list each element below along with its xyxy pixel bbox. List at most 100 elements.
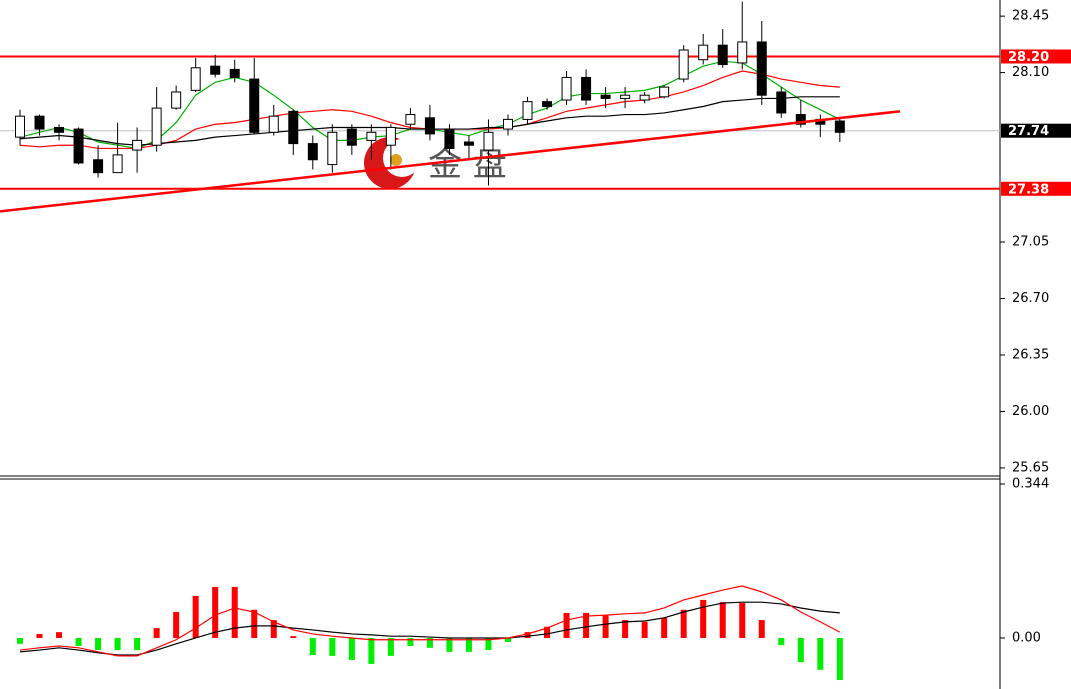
histogram-bar <box>173 612 180 638</box>
histogram-bar <box>485 637 492 651</box>
y-tick-label: 0.00 <box>1012 630 1041 645</box>
price-label-box <box>1001 49 1071 64</box>
candle-body <box>678 49 689 80</box>
candle-body <box>659 86 670 98</box>
histogram-bar <box>583 612 590 638</box>
candle-body <box>503 118 513 130</box>
candle-body <box>190 67 201 91</box>
candle-body <box>73 128 84 164</box>
indicator-line <box>19 585 841 657</box>
candle-body <box>483 131 494 151</box>
candle-body <box>737 41 748 64</box>
histogram-bar <box>192 595 199 638</box>
histogram-bar <box>212 586 219 638</box>
candle-body <box>698 44 709 61</box>
histogram-bar <box>407 637 414 647</box>
histogram-bar <box>95 637 102 651</box>
y-tick-label: 25.65 <box>1012 460 1049 475</box>
candle-body <box>151 107 162 146</box>
histogram-bar <box>153 628 160 638</box>
watermark: 金 盘 <box>428 145 507 185</box>
histogram-bar <box>641 621 648 638</box>
candle-body <box>405 114 416 125</box>
price-label: 27.38 <box>1008 182 1049 197</box>
histogram-bar <box>329 637 336 656</box>
histogram-bar <box>836 637 843 681</box>
histogram-bar <box>368 637 375 664</box>
histogram-bar <box>739 603 746 638</box>
histogram-bar <box>231 586 238 638</box>
histogram-bar <box>134 637 141 651</box>
histogram-bar <box>622 620 629 638</box>
candle-body <box>424 117 435 135</box>
candle-body <box>112 154 123 174</box>
y-tick-label: 26.35 <box>1012 347 1049 362</box>
price-label-box <box>1001 123 1071 138</box>
histogram-bar <box>348 637 355 660</box>
y-tick-label: 0.344 <box>1012 477 1049 492</box>
candle-body <box>522 101 533 120</box>
candle-body <box>620 94 631 99</box>
candle-body <box>171 91 182 109</box>
histogram-bar <box>602 615 609 638</box>
histogram-bar <box>661 617 668 638</box>
histogram-bar <box>524 632 531 638</box>
candle-body <box>542 101 553 107</box>
candle-body <box>210 65 221 75</box>
histogram-bar <box>270 620 277 638</box>
candle-body <box>346 128 357 146</box>
histogram-bar <box>387 637 394 656</box>
candle-body <box>249 78 260 133</box>
candle-body <box>54 126 65 133</box>
histogram-bar <box>778 637 785 646</box>
histogram-bar <box>17 637 23 644</box>
candle-body <box>132 139 143 151</box>
histogram-bar <box>446 637 453 652</box>
histogram-bar <box>505 637 511 643</box>
price-label-box <box>1001 181 1071 196</box>
candle-body <box>581 76 592 101</box>
histogram-bar <box>700 599 707 638</box>
histogram-bar <box>680 609 687 638</box>
candle-body <box>776 91 787 114</box>
candle-body <box>34 115 45 130</box>
candle-body <box>93 159 104 174</box>
candle-body <box>268 115 279 133</box>
candle-body <box>463 141 474 146</box>
histogram-bar <box>544 626 551 638</box>
candle-body <box>307 143 318 161</box>
histogram-bar <box>797 637 804 663</box>
y-tick-label: 26.70 <box>1012 291 1049 306</box>
histogram-bar <box>309 637 316 655</box>
candle-body <box>834 120 845 133</box>
candle-body <box>561 76 572 101</box>
y-tick-label: 27.05 <box>1012 235 1049 250</box>
histogram-bar <box>817 637 824 670</box>
candle-body <box>15 115 25 138</box>
y-tick-label: 26.00 <box>1012 404 1049 419</box>
price-label: 28.20 <box>1008 50 1049 65</box>
candle-body <box>229 68 240 78</box>
candle-body <box>600 94 611 99</box>
histogram-bar <box>758 620 765 638</box>
histogram-bar <box>426 637 433 648</box>
candle-body <box>717 44 728 66</box>
y-tick-label: 28.45 <box>1012 9 1049 24</box>
histogram-bar <box>465 637 472 652</box>
histogram-bar <box>75 637 82 647</box>
candle-body <box>288 110 299 145</box>
histogram-bar <box>563 612 570 638</box>
price-label: 27.74 <box>1008 124 1049 139</box>
histogram-bar <box>290 636 297 638</box>
trendline <box>0 110 901 213</box>
indicator-line <box>19 601 840 656</box>
candle-body <box>795 114 806 125</box>
histogram-bar <box>719 602 726 638</box>
histogram-bar <box>36 633 43 638</box>
candle-body <box>366 131 377 141</box>
histogram-bar <box>251 609 258 638</box>
candle-body <box>756 41 767 96</box>
candle-body <box>444 128 455 149</box>
